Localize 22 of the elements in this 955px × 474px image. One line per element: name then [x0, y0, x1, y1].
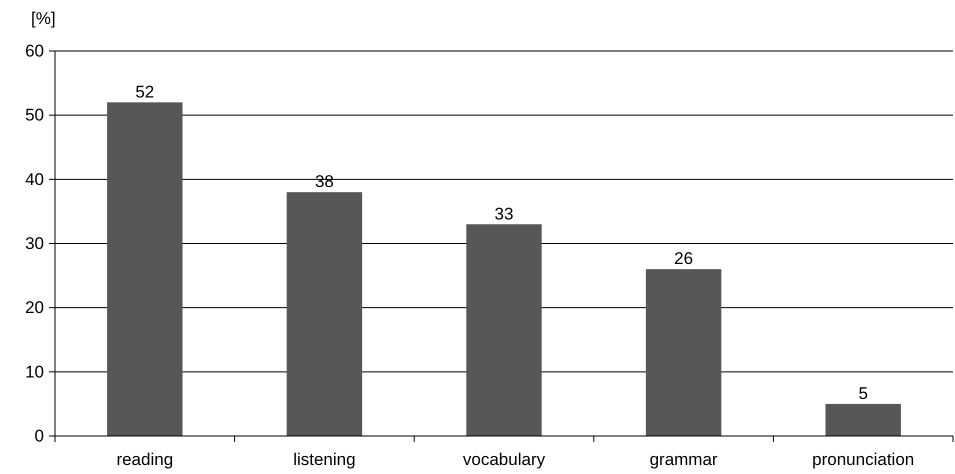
bar — [286, 192, 362, 436]
x-tick-label: reading — [116, 450, 174, 469]
x-tick-label: listening — [293, 450, 356, 469]
y-tick-label: 50 — [25, 106, 44, 125]
bar — [107, 102, 183, 436]
y-tick-label: 30 — [25, 234, 44, 253]
x-tick-label: grammar — [650, 450, 718, 469]
data-label: 52 — [135, 82, 154, 102]
data-label: 5 — [858, 384, 868, 403]
y-tick-label: 0 — [34, 426, 44, 446]
y-tick-label: 60 — [25, 41, 44, 60]
x-tick-label: vocabulary — [462, 450, 546, 469]
bar — [825, 404, 901, 436]
y-axis-title: [%] — [31, 9, 56, 28]
x-tick-label: pronunciation — [812, 450, 914, 469]
data-label: 33 — [494, 204, 514, 224]
y-tick-label: 40 — [25, 170, 44, 189]
bar — [466, 224, 542, 436]
y-tick-label: 20 — [25, 298, 44, 318]
bar — [646, 269, 722, 436]
y-tick-label: 10 — [25, 362, 44, 382]
data-label: 26 — [674, 249, 694, 268]
